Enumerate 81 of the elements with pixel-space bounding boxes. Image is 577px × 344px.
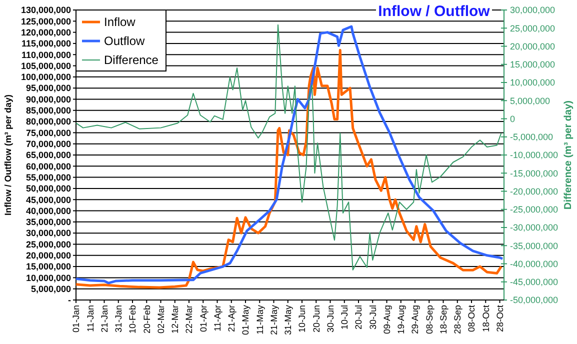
x-tick-label: 20-Jun — [311, 305, 322, 333]
y2-tick-label: 0 — [510, 114, 516, 124]
y2-tick-label: -50,000,000 — [510, 295, 558, 306]
y2-tick-label: 30,000,000 — [510, 5, 556, 16]
x-tick-label: 11-Jan — [85, 305, 96, 332]
y2-tick-label: -15,000,000 — [510, 168, 558, 178]
x-tick-label: 18-Oct — [480, 304, 491, 332]
y-tick-label: 5,000,000 — [30, 284, 71, 294]
y2-tick-label: -40,000,000 — [510, 258, 558, 269]
x-tick-label: 08-Oct — [466, 304, 477, 332]
y2-tick-label: -35,000,000 — [510, 240, 558, 251]
x-tick-label: 10-Feb — [128, 305, 138, 334]
x-tick-label: 20-Feb — [142, 305, 152, 334]
x-tick-label: 10-Jun — [297, 305, 308, 333]
y2-tick-label: 25,000,000 — [510, 23, 556, 34]
y-tick-label: 125,000,000 — [20, 16, 71, 26]
y-tick-label: 25,000,000 — [26, 239, 71, 250]
y-tick-label: 100,000,000 — [20, 72, 71, 82]
y2-tick-label: -10,000,000 — [510, 150, 558, 160]
chart-title: Inflow / Outflow — [378, 3, 490, 20]
y-tick-label: 80,000,000 — [26, 116, 71, 127]
x-tick-label: 11-Apr — [212, 305, 222, 332]
x-tick-label: 30-Jul — [368, 305, 378, 330]
x-tick-label: 01-Apr — [198, 305, 208, 332]
legend-label: Inflow — [104, 15, 136, 30]
x-tick-label: 21-May — [268, 304, 279, 336]
y-tick-label: 10,000,000 — [26, 272, 71, 283]
y2-tick-label: 15,000,000 — [510, 60, 556, 70]
x-tick-label: 20-Jul — [354, 305, 364, 330]
y2-tick-label: -45,000,000 — [510, 277, 558, 288]
y2-tick-label: -5,000,000 — [510, 132, 554, 142]
x-tick-label: 28-Sep — [452, 305, 463, 334]
y-tick-label: - — [68, 295, 71, 306]
x-tick-label: 12-Mar — [170, 305, 180, 334]
y-tick-label: 65,000,000 — [26, 150, 71, 160]
y-tick-label: 115,000,000 — [21, 38, 71, 49]
y-tick-label: 35,000,000 — [26, 217, 71, 228]
y2-tick-label: 20,000,000 — [510, 41, 556, 52]
x-tick-label: 22-Mar — [184, 305, 194, 334]
y-tick-label: 110,000,000 — [21, 50, 71, 60]
x-tick-label: 21-Apr — [226, 305, 237, 332]
x-tick-label: 02-Mar — [156, 305, 166, 334]
y2-tick-label: -25,000,000 — [510, 204, 558, 215]
y-axis-title: Inflow / Outflow (m³ per day) — [3, 94, 13, 216]
y-tick-label: 90,000,000 — [26, 94, 71, 104]
x-tick-label: 21-Jan — [99, 305, 110, 333]
y-tick-label: 30,000,000 — [26, 228, 71, 238]
y2-tick-label: 5,000,000 — [510, 96, 550, 106]
x-tick-label: 31-May — [283, 304, 294, 336]
y2-tick-label: 10,000,000 — [510, 78, 556, 88]
x-tick-label: 18-Sep — [438, 305, 448, 334]
x-tick-label: 01-Jan — [71, 305, 82, 333]
y-tick-label: 55,000,000 — [26, 172, 71, 182]
x-tick-label: 28-Oct — [494, 304, 505, 332]
x-tick-label: 11-May — [254, 304, 265, 334]
y-tick-label: 95,000,000 — [26, 83, 71, 94]
legend-label: Outflow — [104, 34, 146, 48]
y-tick-label: 70,000,000 — [26, 138, 71, 149]
x-tick-label: 01-May — [240, 304, 251, 336]
y-tick-label: 15,000,000 — [26, 262, 71, 272]
y-tick-label: 130,000,000 — [20, 5, 71, 16]
y2-tick-label: -20,000,000 — [510, 186, 558, 196]
y-tick-label: 50,000,000 — [26, 184, 71, 194]
y-tick-label: 85,000,000 — [26, 106, 71, 116]
y-tick-label: 60,000,000 — [26, 161, 71, 172]
x-tick-label: 29-Aug — [410, 305, 420, 334]
x-tick-label: 30-Jun — [325, 305, 336, 333]
y2-axis-title: Difference (m³ per day) — [563, 100, 574, 210]
y-tick-label: 75,000,000 — [26, 128, 71, 138]
y-tick-label: 20,000,000 — [26, 250, 71, 261]
x-tick-label: 19-Aug — [396, 305, 406, 334]
y-tick-label: 40,000,000 — [26, 206, 71, 216]
y2-tick-label: -30,000,000 — [510, 222, 558, 233]
y-tick-label: 105,000,000 — [20, 60, 71, 71]
y-tick-label: 45,000,000 — [26, 194, 71, 205]
x-tick-label: 10-Jul — [340, 305, 350, 330]
x-tick-label: 08-Sep — [424, 305, 434, 334]
y-tick-label: 120,000,000 — [20, 27, 71, 38]
x-tick-label: 31-Jan — [114, 305, 124, 333]
x-tick-label: 09-Aug — [382, 305, 392, 334]
legend-label: Difference — [104, 53, 159, 68]
